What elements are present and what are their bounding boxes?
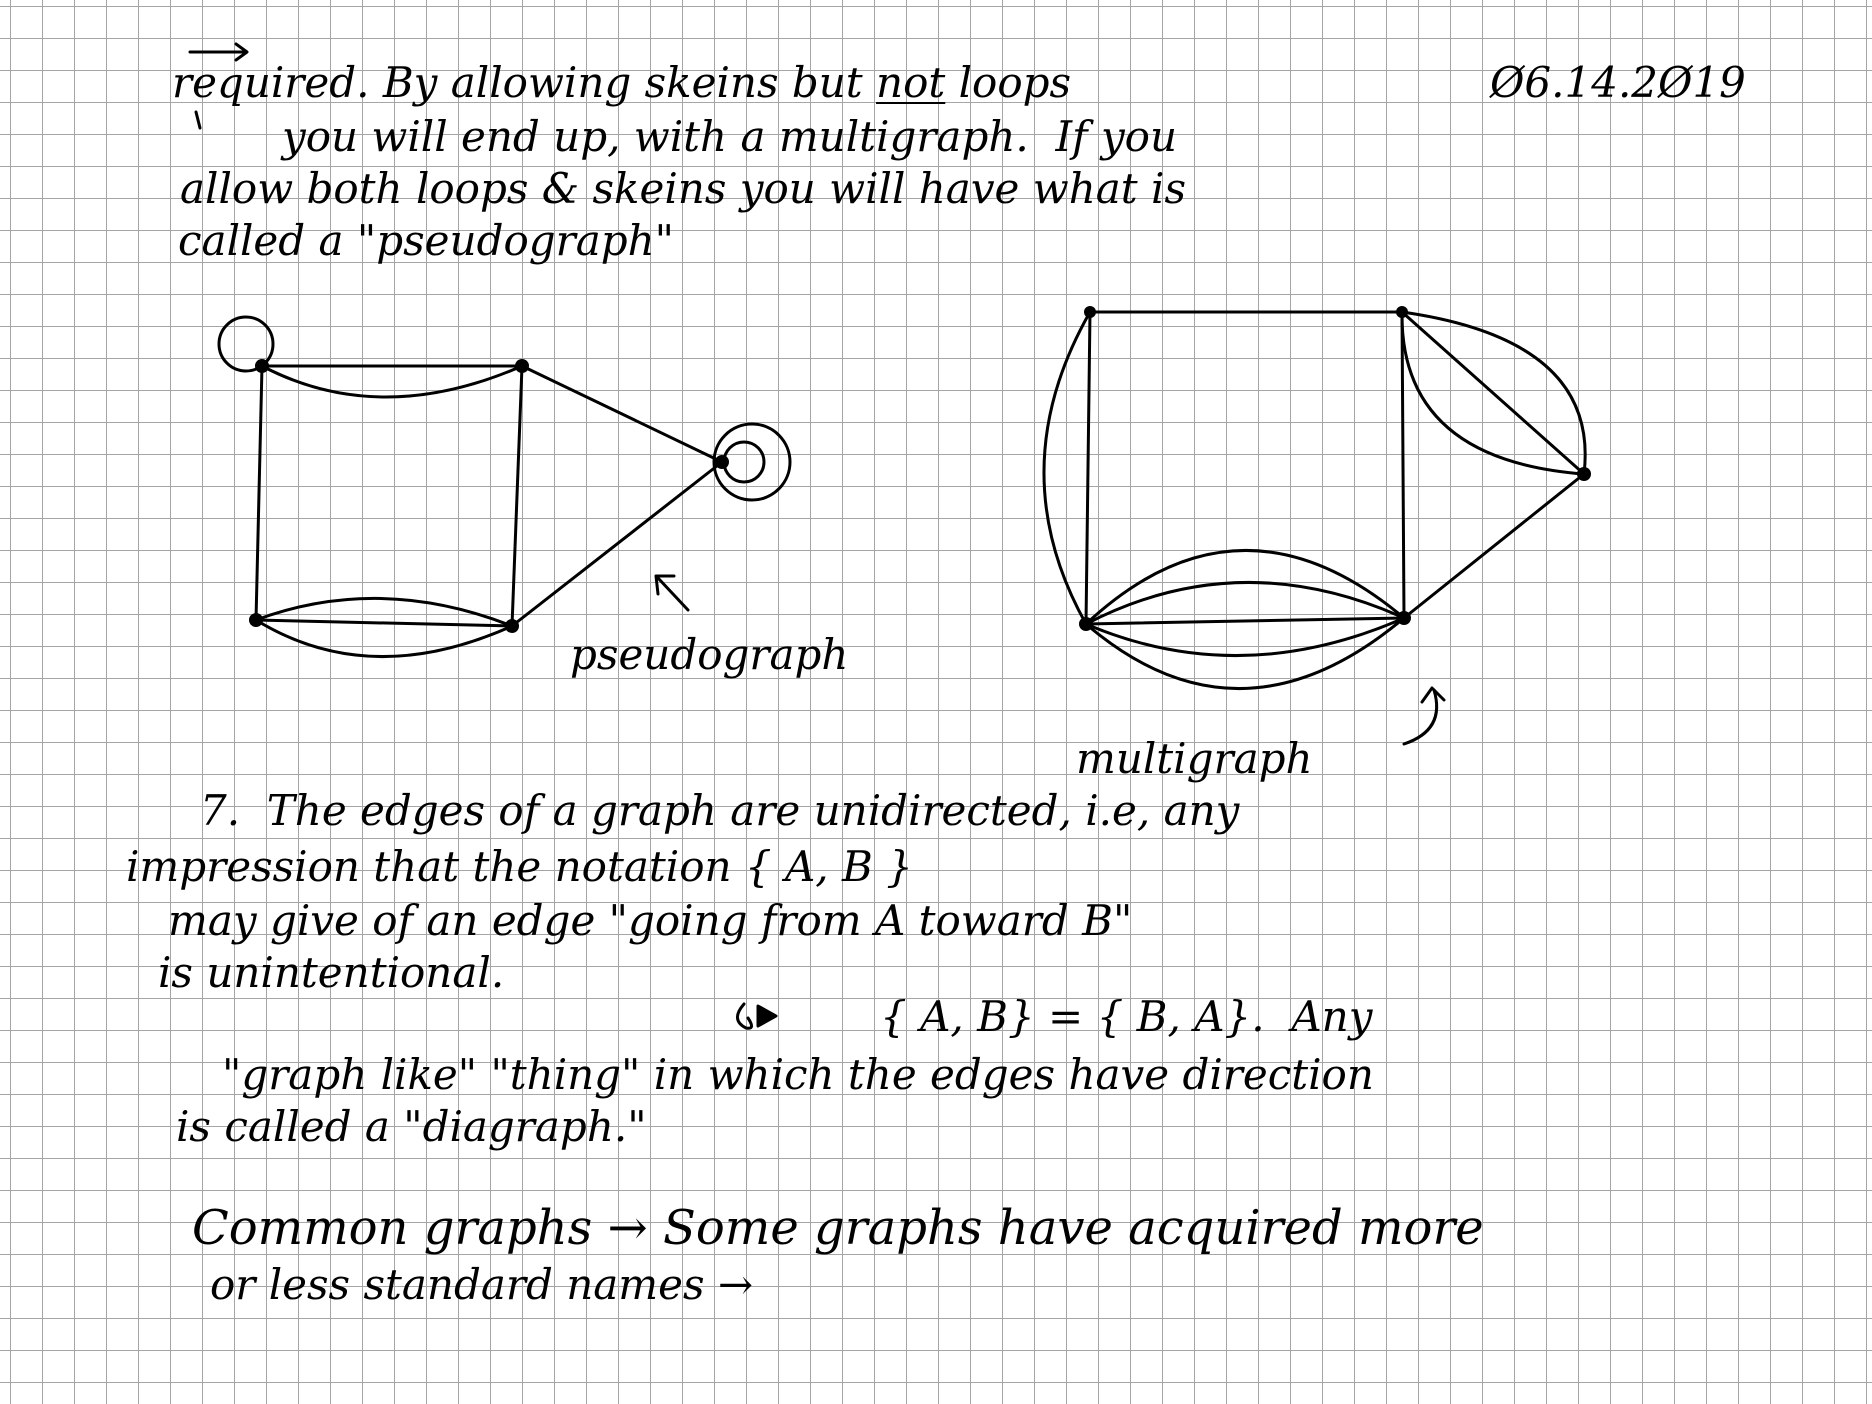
edge-bottom-skein-3	[1084, 616, 1406, 658]
loop-top-left	[217, 315, 275, 373]
edge-bottom-skein-upper	[254, 596, 514, 628]
text-line-required: required. By allowing skeins but not loo…	[172, 62, 1071, 104]
scribble-mark	[736, 1002, 753, 1030]
text-line-called-pseudograph: called a "pseudograph"	[178, 216, 675, 265]
vertex-bottom-left	[1079, 617, 1093, 631]
emphasis-not: not	[876, 58, 946, 107]
text-line-diagraph: is called a "diagraph."	[176, 1102, 647, 1151]
text-line-edges-unidirected: 7. The edges of a graph are unidirected,…	[200, 786, 1240, 835]
line-1-start: required. By allowing skeins but	[172, 58, 863, 107]
text-line-impression: impression that the notation { A, B }	[126, 842, 913, 891]
vertex-top-right	[1396, 306, 1408, 318]
text-line-multigraph: you will end up, with a multigraph. If y…	[282, 112, 1178, 161]
multigraph-label: multigraph	[1076, 734, 1313, 783]
text-line-graph-like: "graph like" "thing" in which the edges …	[222, 1050, 1374, 1099]
text-line-allow-both: allow both loops & skeins you will have …	[180, 164, 1187, 213]
multigraph-drawing	[1042, 306, 1591, 746]
vertex-bottom-right	[1397, 611, 1411, 625]
line-1-end: loops	[958, 58, 1072, 107]
edge-bottom	[254, 618, 514, 628]
edge-bottom-skein-2	[1084, 580, 1406, 626]
pseudograph-label: pseudograph	[570, 630, 849, 679]
edge-right	[510, 364, 524, 628]
vertex-top-left	[255, 359, 269, 373]
edge-bottom-skein-1	[1084, 549, 1406, 626]
text-line-common-graphs: Common graphs → Some graphs have acquire…	[192, 1200, 1484, 1256]
text-line-unintentional: is unintentional.	[158, 948, 505, 997]
vertex-bottom-right	[505, 619, 519, 633]
text-line-going-from: may give of an edge "going from A toward…	[168, 896, 1133, 945]
text-line-standard-names: or less standard names →	[210, 1260, 754, 1309]
edge-to-right-top	[520, 364, 724, 464]
play-triangle-mark	[756, 1004, 778, 1028]
pseudograph-pointer-arrow	[654, 574, 690, 612]
edge-to-right-skein-lower	[1400, 310, 1586, 476]
vertex-right	[1577, 467, 1591, 481]
edge-right-to-bottom	[1402, 472, 1586, 620]
edge-to-right	[1400, 310, 1586, 476]
multigraph-pointer-arrow	[1402, 686, 1446, 746]
date-stamp: Ø6.14.2Ø19	[1490, 58, 1746, 107]
edge-left	[1084, 310, 1092, 626]
edge-to-right-skein-upper	[1400, 310, 1587, 476]
vertex-right	[715, 455, 729, 469]
edge-left	[254, 364, 264, 622]
edge-top-skein	[260, 364, 524, 399]
vertex-top-left	[1084, 306, 1096, 318]
edge-bottom	[1084, 616, 1406, 626]
edge-to-right-bottom	[510, 460, 724, 628]
equation-set-equality: { A, B} = { B, A}. Any	[880, 992, 1373, 1041]
edge-bottom-skein-4	[1084, 616, 1406, 690]
edge-bottom-skein-lower	[254, 618, 514, 659]
edge-left-skein	[1042, 310, 1092, 626]
loop-right-outer	[712, 422, 792, 502]
edge-right	[1400, 310, 1406, 620]
pseudograph-drawing	[217, 315, 792, 659]
vertex-top-right	[515, 359, 529, 373]
insertion-caret	[194, 110, 202, 130]
vertex-bottom-left	[249, 613, 263, 627]
loop-right-inner	[722, 440, 766, 484]
